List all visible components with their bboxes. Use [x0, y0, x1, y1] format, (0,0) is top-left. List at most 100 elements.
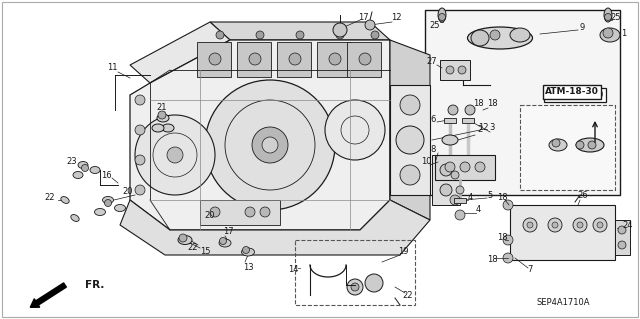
Circle shape: [523, 218, 537, 232]
Circle shape: [249, 53, 261, 65]
Circle shape: [593, 218, 607, 232]
Text: FR.: FR.: [85, 280, 104, 290]
Circle shape: [262, 137, 278, 153]
Text: 5: 5: [488, 190, 493, 199]
Text: 18: 18: [473, 99, 483, 108]
Circle shape: [450, 195, 460, 205]
Text: ATM-18-30: ATM-18-30: [546, 90, 604, 100]
Text: 20: 20: [205, 211, 215, 219]
Text: 10: 10: [420, 158, 431, 167]
Ellipse shape: [61, 197, 69, 204]
Circle shape: [256, 31, 264, 39]
Circle shape: [167, 147, 183, 163]
Text: 18: 18: [497, 192, 508, 202]
Bar: [390, 85, 430, 195]
Ellipse shape: [102, 197, 113, 204]
Circle shape: [588, 141, 596, 149]
Ellipse shape: [549, 139, 567, 151]
Circle shape: [220, 238, 227, 244]
Polygon shape: [390, 40, 430, 220]
Ellipse shape: [604, 8, 612, 22]
Text: 15: 15: [200, 247, 211, 256]
Circle shape: [503, 253, 513, 263]
Polygon shape: [120, 200, 430, 255]
Circle shape: [81, 165, 88, 172]
Text: 18: 18: [486, 99, 497, 108]
Circle shape: [336, 31, 344, 39]
Circle shape: [371, 31, 379, 39]
Bar: [295, 240, 415, 305]
Circle shape: [333, 23, 347, 37]
Text: 22: 22: [188, 243, 198, 253]
Text: 3: 3: [490, 123, 495, 132]
Text: 12: 12: [477, 122, 488, 131]
Circle shape: [252, 127, 288, 163]
Circle shape: [446, 66, 454, 74]
Circle shape: [400, 95, 420, 115]
Circle shape: [552, 139, 560, 147]
Circle shape: [503, 200, 513, 210]
Text: 9: 9: [579, 23, 584, 32]
Circle shape: [260, 207, 270, 217]
Text: 23: 23: [67, 158, 77, 167]
Bar: [277, 42, 311, 77]
Circle shape: [216, 31, 224, 39]
Circle shape: [448, 105, 458, 115]
Bar: [435, 155, 495, 180]
Text: 12: 12: [391, 13, 401, 23]
FancyArrow shape: [30, 283, 67, 307]
Text: 25: 25: [429, 20, 440, 29]
Circle shape: [365, 20, 375, 30]
Circle shape: [135, 125, 145, 135]
Ellipse shape: [241, 248, 255, 256]
Bar: [615, 220, 630, 255]
Ellipse shape: [78, 161, 88, 168]
Circle shape: [451, 171, 459, 179]
Circle shape: [400, 165, 420, 185]
Text: 22: 22: [45, 192, 55, 202]
Ellipse shape: [90, 167, 100, 174]
Ellipse shape: [115, 204, 125, 211]
Text: 14: 14: [288, 265, 298, 275]
Circle shape: [104, 199, 111, 206]
Circle shape: [245, 207, 255, 217]
Circle shape: [618, 226, 626, 234]
Ellipse shape: [95, 209, 106, 216]
Circle shape: [552, 222, 558, 228]
Text: 11: 11: [107, 63, 117, 72]
Circle shape: [135, 115, 215, 195]
Ellipse shape: [467, 27, 532, 49]
Ellipse shape: [576, 138, 604, 152]
Text: 13: 13: [243, 263, 253, 272]
Text: 6: 6: [430, 115, 436, 124]
Circle shape: [527, 222, 533, 228]
Text: 17: 17: [223, 227, 234, 236]
Circle shape: [503, 235, 513, 245]
Text: 4: 4: [476, 205, 481, 214]
Circle shape: [135, 95, 145, 105]
Ellipse shape: [471, 30, 489, 46]
Circle shape: [289, 53, 301, 65]
Circle shape: [209, 53, 221, 65]
Circle shape: [329, 53, 341, 65]
Circle shape: [440, 164, 452, 176]
Circle shape: [573, 218, 587, 232]
Circle shape: [548, 218, 562, 232]
Bar: [197, 42, 231, 77]
Circle shape: [618, 241, 626, 249]
Bar: [317, 42, 351, 77]
Text: ATM-18-30: ATM-18-30: [545, 87, 599, 97]
Bar: [520, 105, 615, 190]
Ellipse shape: [157, 114, 169, 122]
Bar: [510, 205, 615, 260]
Circle shape: [460, 162, 470, 172]
Circle shape: [576, 141, 584, 149]
Circle shape: [458, 66, 466, 74]
Text: 7: 7: [527, 265, 532, 275]
Text: 27: 27: [427, 57, 437, 66]
Circle shape: [577, 222, 583, 228]
Polygon shape: [130, 22, 230, 83]
Text: 24: 24: [623, 221, 633, 231]
Circle shape: [365, 274, 383, 292]
Circle shape: [135, 155, 145, 165]
